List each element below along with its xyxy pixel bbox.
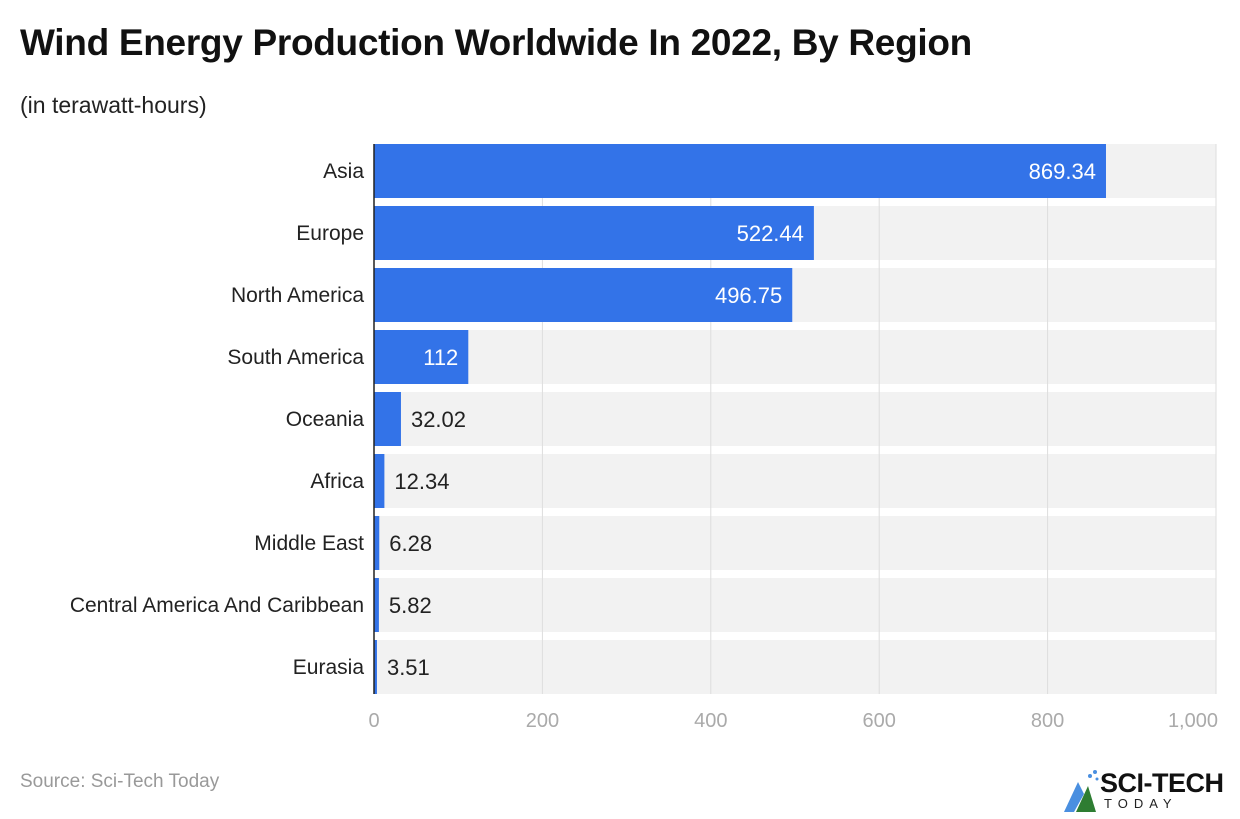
x-tick-label: 0 xyxy=(368,710,379,732)
logo-icon xyxy=(1064,770,1099,812)
logo-subtext: TODAY xyxy=(1104,796,1178,811)
bar-track xyxy=(374,330,1216,384)
bar xyxy=(374,516,380,570)
category-label: Europe xyxy=(296,222,364,245)
x-tick-label: 800 xyxy=(1031,710,1064,732)
source-note: Source: Sci-Tech Today xyxy=(20,771,220,792)
category-label: Central America And Caribbean xyxy=(70,594,364,617)
bar xyxy=(374,330,469,384)
bar-track xyxy=(374,516,1216,570)
value-label: 522.44 xyxy=(737,221,804,246)
category-label: South America xyxy=(227,346,364,369)
bar xyxy=(374,640,377,694)
bar-track xyxy=(374,454,1216,508)
category-label: Eurasia xyxy=(293,656,365,679)
sci-tech-logo: SCI-TECH TODAY xyxy=(1062,768,1240,814)
chart-title: Wind Energy Production Worldwide In 2022… xyxy=(20,22,972,63)
bar-track xyxy=(374,392,1216,446)
bar-track xyxy=(374,578,1216,632)
category-label: Africa xyxy=(310,470,364,493)
bar xyxy=(374,392,401,446)
value-label: 32.02 xyxy=(411,407,466,432)
x-tick-label: 1,000 xyxy=(1168,710,1218,732)
bar xyxy=(374,578,379,632)
bar xyxy=(374,206,814,260)
category-label: North America xyxy=(231,284,364,307)
bar-track xyxy=(374,640,1216,694)
value-label: 5.82 xyxy=(389,593,432,618)
chart-subtitle: (in terawatt-hours) xyxy=(20,92,207,118)
bar xyxy=(374,144,1106,198)
category-label: Middle East xyxy=(254,532,364,555)
value-label: 12.34 xyxy=(394,469,449,494)
bar xyxy=(374,454,385,508)
category-label: Asia xyxy=(323,160,364,183)
logo-text: SCI-TECH xyxy=(1100,768,1224,798)
value-label: 869.34 xyxy=(1029,159,1096,184)
x-tick-label: 400 xyxy=(694,710,727,732)
value-label: 112 xyxy=(423,345,458,370)
x-tick-label: 600 xyxy=(863,710,896,732)
category-label: Oceania xyxy=(286,408,365,431)
x-tick-label: 200 xyxy=(526,710,559,732)
value-label: 496.75 xyxy=(715,283,782,308)
bar xyxy=(374,268,793,322)
value-label: 3.51 xyxy=(387,655,430,680)
value-label: 6.28 xyxy=(389,531,432,556)
